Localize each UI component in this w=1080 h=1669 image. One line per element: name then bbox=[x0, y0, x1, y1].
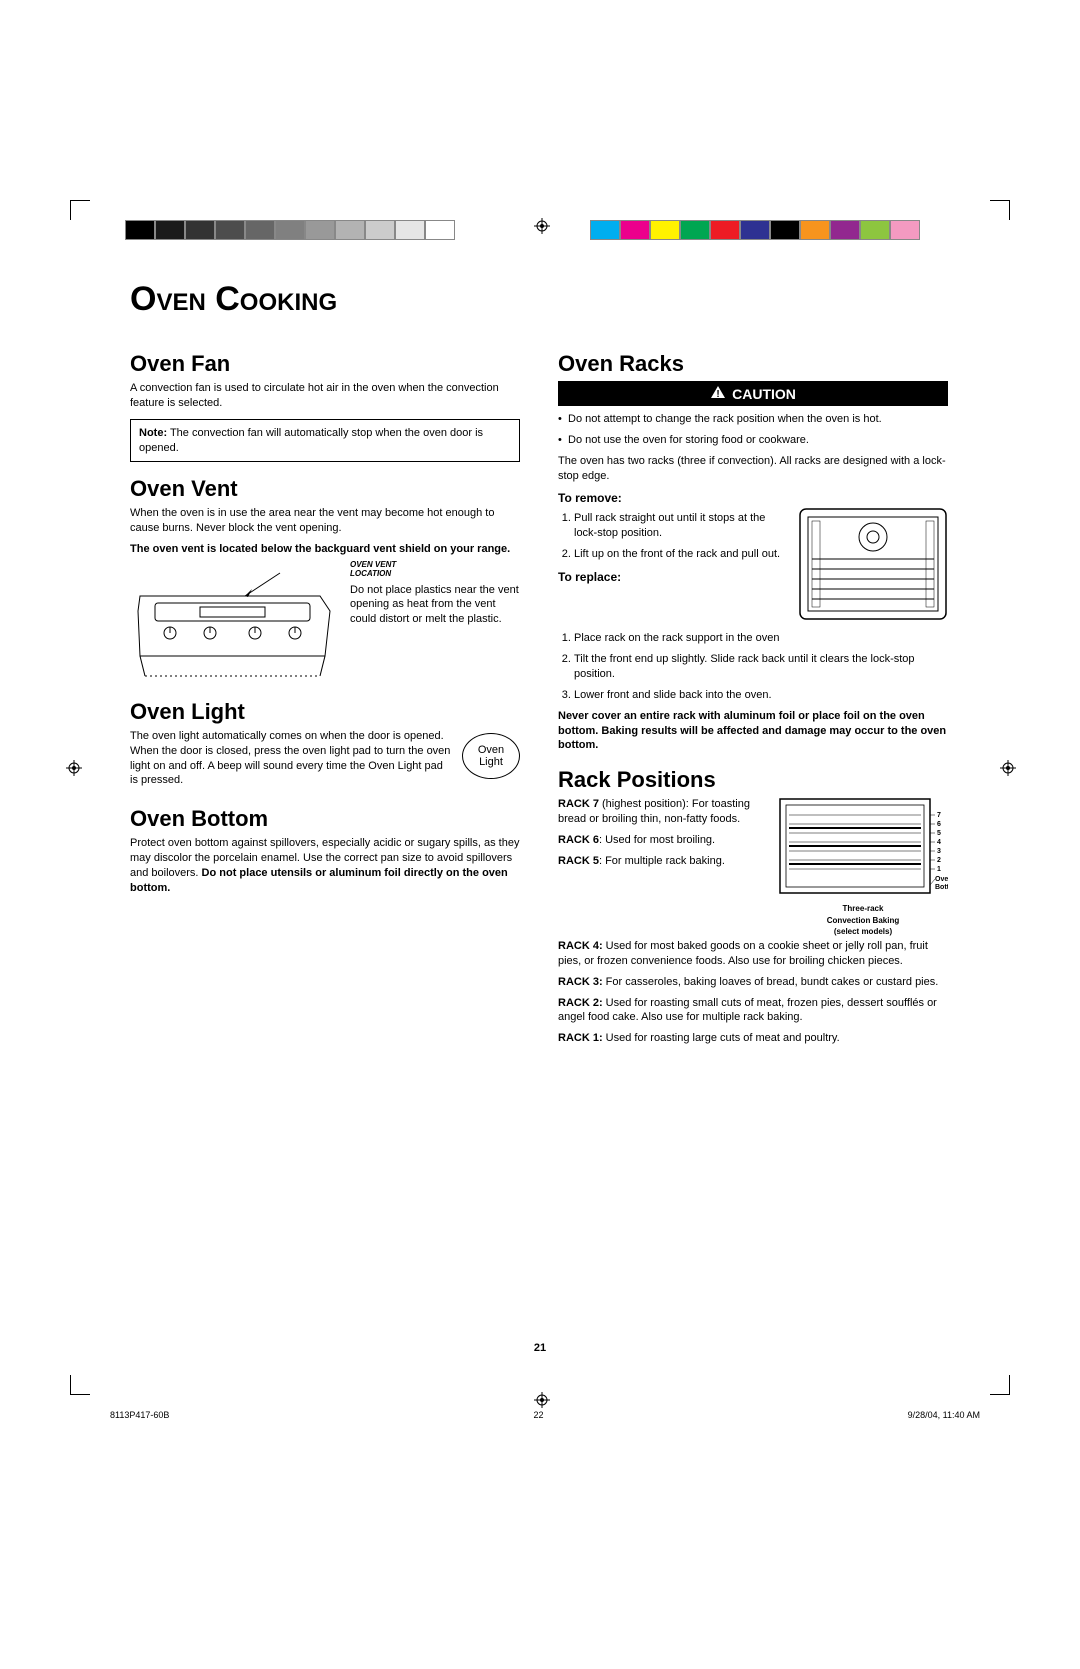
rack6-text: : Used for most broiling. bbox=[599, 834, 715, 846]
registration-mark-icon bbox=[1000, 760, 1016, 776]
rack6-label: RACK 6 bbox=[558, 834, 599, 846]
remove-step: Pull rack straight out until it stops at… bbox=[574, 511, 786, 541]
rack-num-6: 6 bbox=[937, 821, 941, 828]
rack-num-1: 1 bbox=[937, 866, 941, 873]
oven-vent-diagram bbox=[130, 561, 340, 681]
rack4-label: RACK 4: bbox=[558, 940, 603, 952]
footer-doc-id: 8113P417-60B bbox=[110, 1410, 169, 1420]
oven-fan-text: A convection fan is used to circulate ho… bbox=[130, 381, 520, 411]
rack7-label: RACK 7 bbox=[558, 798, 599, 810]
rack-num-7: 7 bbox=[937, 812, 941, 819]
to-replace-heading: To replace: bbox=[558, 570, 786, 584]
note-label: Note: bbox=[139, 427, 167, 439]
caution-bar: ! CAUTION bbox=[558, 381, 948, 406]
oven-bottom-heading: Oven Bottom bbox=[130, 806, 520, 832]
oven-racks-heading: Oven Racks bbox=[558, 351, 948, 377]
registration-mark-icon bbox=[534, 218, 550, 234]
oven-light-heading: Oven Light bbox=[130, 699, 520, 725]
rack-caption-3: (select models) bbox=[778, 927, 948, 937]
never-cover-text: Never cover an entire rack with aluminum… bbox=[558, 709, 948, 754]
remove-steps: Pull rack straight out until it stops at… bbox=[558, 511, 786, 562]
rack3-text: For casseroles, baking loaves of bread, … bbox=[603, 976, 939, 988]
oven-fan-heading: Oven Fan bbox=[130, 351, 520, 377]
page-number: 21 bbox=[130, 1342, 950, 1354]
replace-steps: Place rack on the rack support in the ov… bbox=[558, 631, 948, 702]
rack-positions-heading: Rack Positions bbox=[558, 767, 948, 793]
rack5-label: RACK 5 bbox=[558, 855, 599, 867]
svg-text:!: ! bbox=[716, 389, 719, 399]
caution-item: Do not use the oven for storing food or … bbox=[558, 433, 948, 448]
footer-page: 22 bbox=[533, 1410, 543, 1420]
rack-oven-label: Oven bbox=[935, 876, 948, 883]
to-remove-heading: To remove: bbox=[558, 491, 948, 505]
rack4-text: Used for most baked goods on a cookie sh… bbox=[558, 940, 928, 967]
oven-vent-text: When the oven is in use the area near th… bbox=[130, 506, 520, 536]
rack-positions-diagram: 7 6 5 4 3 2 1 Oven Bottom bbox=[778, 797, 948, 897]
note-body: The convection fan will automatically st… bbox=[139, 427, 483, 454]
rack-num-3: 3 bbox=[937, 848, 941, 855]
rack1-text: Used for roasting large cuts of meat and… bbox=[603, 1032, 840, 1044]
page-content: Oven Cooking Oven Fan A convection fan i… bbox=[130, 280, 950, 1046]
warning-triangle-icon: ! bbox=[710, 385, 726, 402]
grayscale-colorbar bbox=[125, 220, 455, 240]
replace-step: Place rack on the rack support in the ov… bbox=[574, 631, 948, 646]
rack7-paren: (highest position): bbox=[599, 798, 692, 810]
vent-side-text: Do not place plastics near the vent open… bbox=[350, 584, 519, 626]
page-title: Oven Cooking bbox=[130, 280, 950, 319]
caution-item: Do not attempt to change the rack positi… bbox=[558, 412, 948, 427]
rack-num-5: 5 bbox=[937, 830, 941, 837]
right-column: Oven Racks ! CAUTION Do not attempt to c… bbox=[558, 341, 948, 1046]
print-footer: 8113P417-60B 22 9/28/04, 11:40 AM bbox=[110, 1410, 980, 1420]
oven-light-text: The oven light automatically comes on wh… bbox=[130, 729, 452, 788]
oven-vent-heading: Oven Vent bbox=[130, 476, 520, 502]
rack-caption-2: Convection Baking bbox=[778, 916, 948, 926]
rack2-text: Used for roasting small cuts of meat, fr… bbox=[558, 997, 937, 1024]
light-pad-line2: Light bbox=[479, 756, 503, 768]
registration-mark-icon bbox=[534, 1392, 550, 1408]
rack-num-4: 4 bbox=[937, 839, 941, 846]
replace-step: Tilt the front end up slightly. Slide ra… bbox=[574, 652, 948, 682]
color-colorbar bbox=[590, 220, 920, 240]
caution-label: CAUTION bbox=[732, 386, 796, 402]
oven-interior-diagram bbox=[798, 507, 948, 627]
oven-vent-bold: The oven vent is located below the backg… bbox=[130, 542, 520, 557]
replace-step: Lower front and slide back into the oven… bbox=[574, 688, 948, 703]
left-column: Oven Fan A convection fan is used to cir… bbox=[130, 341, 520, 1046]
oven-light-pad-icon: Oven Light bbox=[462, 733, 520, 779]
racks-intro: The oven has two racks (three if convect… bbox=[558, 454, 948, 484]
footer-date: 9/28/04, 11:40 AM bbox=[908, 1410, 980, 1420]
rack2-label: RACK 2: bbox=[558, 997, 603, 1009]
rack3-label: RACK 3: bbox=[558, 976, 603, 988]
rack-bottom-label: Bottom bbox=[935, 884, 948, 891]
note-box: Note: The convection fan will automatica… bbox=[130, 419, 520, 463]
caution-list: Do not attempt to change the rack positi… bbox=[558, 412, 948, 448]
registration-mark-icon bbox=[66, 760, 82, 776]
rack-caption-1: Three-rack bbox=[778, 904, 948, 914]
rack-positions-text: RACK 7 (highest position): For toasting … bbox=[558, 797, 766, 937]
remove-step: Lift up on the front of the rack and pul… bbox=[574, 547, 786, 562]
rack-num-2: 2 bbox=[937, 857, 941, 864]
oven-bottom-text: Protect oven bottom against spillovers, … bbox=[130, 836, 520, 895]
light-pad-line1: Oven bbox=[478, 744, 504, 756]
vent-label-2: LOCATION bbox=[350, 570, 520, 579]
rack5-text: : For multiple rack baking. bbox=[599, 855, 725, 867]
rack1-label: RACK 1: bbox=[558, 1032, 603, 1044]
